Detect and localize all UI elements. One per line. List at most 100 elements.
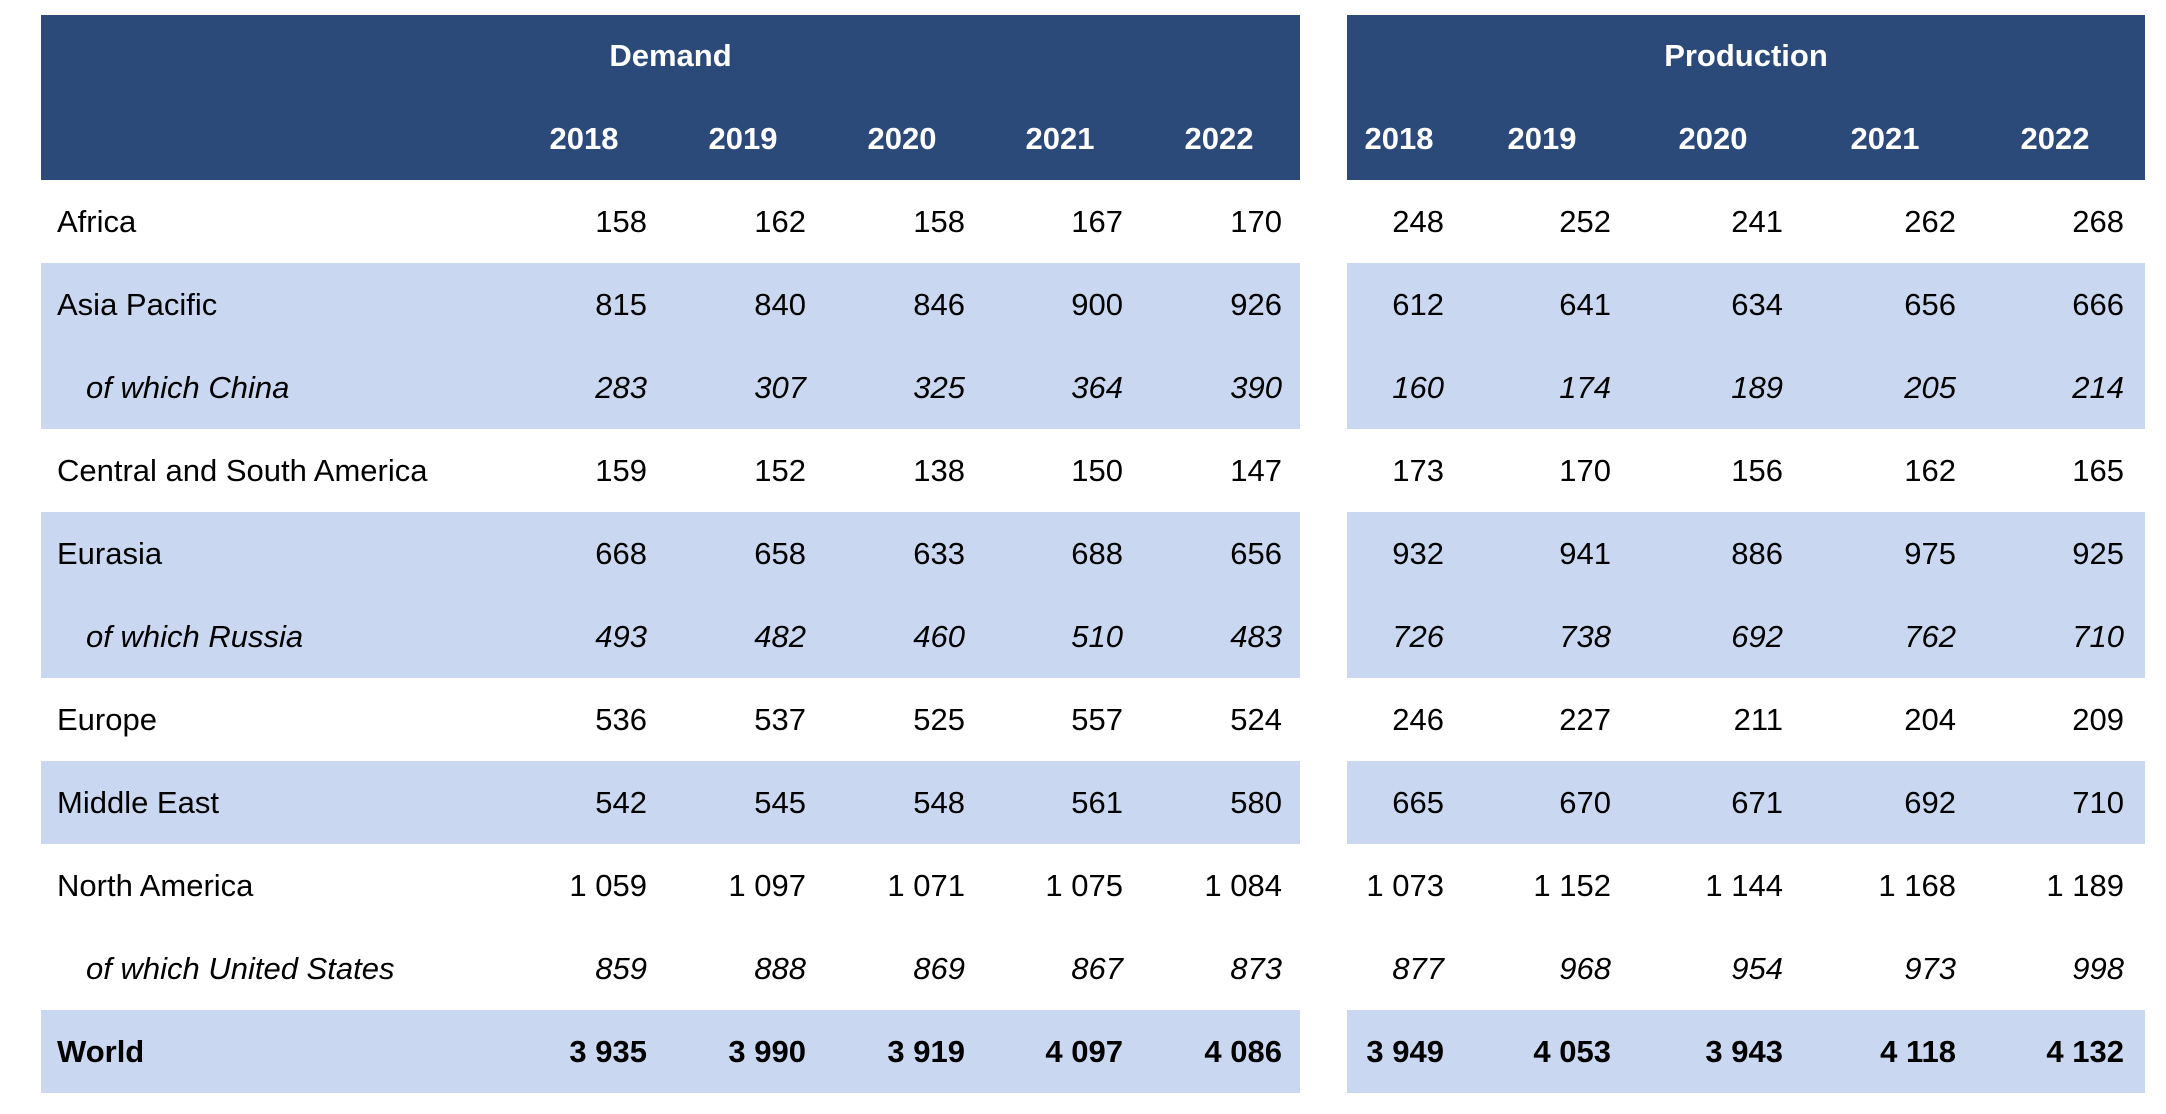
demand-value-cell: 3 935 xyxy=(569,1033,647,1069)
demand-value-cell: 152 xyxy=(754,452,806,488)
table-row: of which China 283 307 325 364 390 160 174 189 20… xyxy=(0,346,2166,429)
row-label: Middle East xyxy=(57,784,219,820)
production-year-header: 2021 xyxy=(1850,120,1920,156)
demand-value-cell: 159 xyxy=(595,452,647,488)
demand-value-cell: 548 xyxy=(913,784,965,820)
demand-group-title: Demand xyxy=(609,38,732,73)
demand-value-cell: 1 075 xyxy=(1045,867,1123,903)
table-row: Middle East 542 545 548 561 580 665 670 671 692 71… xyxy=(0,761,2166,844)
production-value-cell: 710 xyxy=(2072,784,2124,820)
demand-value-cell: 4 097 xyxy=(1045,1033,1123,1069)
row-label: World xyxy=(57,1033,145,1069)
row-band-production xyxy=(1347,1010,2145,1093)
demand-value-cell: 859 xyxy=(595,950,647,986)
production-value-cell: 656 xyxy=(1904,286,1956,322)
production-value-cell: 3 949 xyxy=(1366,1033,1444,1069)
demand-value-cell: 1 097 xyxy=(728,867,806,903)
production-value-cell: 170 xyxy=(1559,452,1611,488)
demand-value-cell: 557 xyxy=(1071,701,1123,737)
demand-year-header: 2020 xyxy=(867,120,937,156)
production-value-cell: 246 xyxy=(1392,701,1444,737)
production-value-cell: 173 xyxy=(1392,452,1444,488)
production-value-cell: 162 xyxy=(1904,452,1956,488)
production-value-cell: 211 xyxy=(1733,701,1783,737)
table-row: Eurasia 668 658 633 688 656 932 941 886 975 925 xyxy=(0,512,2166,595)
table-row: Africa 158 162 158 167 170 248 252 241 262 268 xyxy=(0,180,2166,263)
demand-value-cell: 869 xyxy=(913,950,965,986)
table-row: Central and South America 159 152 138 150 147… xyxy=(0,429,2166,512)
production-value-cell: 204 xyxy=(1904,701,1956,737)
production-value-cell: 726 xyxy=(1392,618,1444,654)
production-value-cell: 3 943 xyxy=(1705,1033,1783,1069)
production-value-cell: 4 118 xyxy=(1880,1033,1956,1069)
production-value-cell: 1 189 xyxy=(2046,867,2124,903)
production-value-cell: 641 xyxy=(1559,286,1611,322)
demand-value-cell: 510 xyxy=(1071,618,1123,654)
demand-value-cell: 150 xyxy=(1071,452,1123,488)
demand-year-header: 2022 xyxy=(1184,120,1254,156)
row-band-production xyxy=(1347,263,2145,346)
demand-value-cell: 170 xyxy=(1230,203,1282,239)
production-value-cell: 941 xyxy=(1559,535,1611,571)
production-value-cell: 227 xyxy=(1559,701,1611,737)
production-value-cell: 762 xyxy=(1904,618,1956,654)
production-value-cell: 710 xyxy=(2072,618,2124,654)
production-value-cell: 738 xyxy=(1559,618,1611,654)
demand-header-band xyxy=(41,15,1300,180)
demand-value-cell: 840 xyxy=(754,286,806,322)
production-year-header: 2019 xyxy=(1507,120,1577,156)
production-value-cell: 248 xyxy=(1392,203,1444,239)
demand-value-cell: 524 xyxy=(1230,701,1282,737)
demand-value-cell: 580 xyxy=(1230,784,1282,820)
demand-value-cell: 1 071 xyxy=(887,867,965,903)
production-year-header: 2022 xyxy=(2020,120,2090,156)
demand-value-cell: 1 059 xyxy=(569,867,647,903)
demand-value-cell: 525 xyxy=(913,701,965,737)
demand-value-cell: 561 xyxy=(1071,784,1123,820)
demand-value-cell: 658 xyxy=(754,535,806,571)
demand-value-cell: 1 084 xyxy=(1204,867,1282,903)
production-value-cell: 954 xyxy=(1731,950,1783,986)
production-value-cell: 209 xyxy=(2072,701,2124,737)
demand-value-cell: 815 xyxy=(595,286,647,322)
production-value-cell: 975 xyxy=(1904,535,1956,571)
demand-value-cell: 688 xyxy=(1071,535,1123,571)
production-value-cell: 1 144 xyxy=(1705,867,1783,903)
row-label: Africa xyxy=(57,203,137,239)
production-value-cell: 160 xyxy=(1392,369,1444,405)
demand-value-cell: 4 086 xyxy=(1204,1033,1282,1069)
demand-value-cell: 926 xyxy=(1230,286,1282,322)
row-band-demand xyxy=(41,263,1300,346)
production-value-cell: 262 xyxy=(1904,203,1956,239)
production-value-cell: 1 168 xyxy=(1878,867,1956,903)
demand-year-header: 2018 xyxy=(549,120,619,156)
production-year-header: 2018 xyxy=(1364,120,1434,156)
table-row: of which Russia 493 482 460 510 483 726 738 692 7… xyxy=(0,595,2166,678)
table-row: of which United States 859 888 869 867 873 877… xyxy=(0,927,2166,1010)
production-value-cell: 612 xyxy=(1392,286,1444,322)
row-band-production xyxy=(1347,512,2145,595)
production-value-cell: 214 xyxy=(2072,369,2124,405)
production-value-cell: 1 152 xyxy=(1533,867,1611,903)
row-label: Europe xyxy=(57,701,157,737)
production-value-cell: 670 xyxy=(1559,784,1611,820)
demand-value-cell: 656 xyxy=(1230,535,1282,571)
production-value-cell: 1 073 xyxy=(1366,867,1444,903)
production-value-cell: 189 xyxy=(1731,369,1783,405)
table-header: Demand Production 2018 2019 2020 2021 20… xyxy=(0,15,2166,180)
production-value-cell: 4 053 xyxy=(1533,1033,1611,1069)
demand-value-cell: 493 xyxy=(595,618,647,654)
production-value-cell: 968 xyxy=(1559,950,1611,986)
production-value-cell: 692 xyxy=(1904,784,1956,820)
production-value-cell: 165 xyxy=(2072,452,2124,488)
production-value-cell: 973 xyxy=(1904,950,1956,986)
production-value-cell: 4 132 xyxy=(2046,1033,2124,1069)
demand-value-cell: 873 xyxy=(1230,950,1282,986)
demand-value-cell: 900 xyxy=(1071,286,1123,322)
production-value-cell: 932 xyxy=(1392,535,1444,571)
row-band-production xyxy=(1347,761,2145,844)
demand-value-cell: 3 990 xyxy=(728,1033,806,1069)
production-value-cell: 241 xyxy=(1731,203,1783,239)
demand-value-cell: 162 xyxy=(754,203,806,239)
